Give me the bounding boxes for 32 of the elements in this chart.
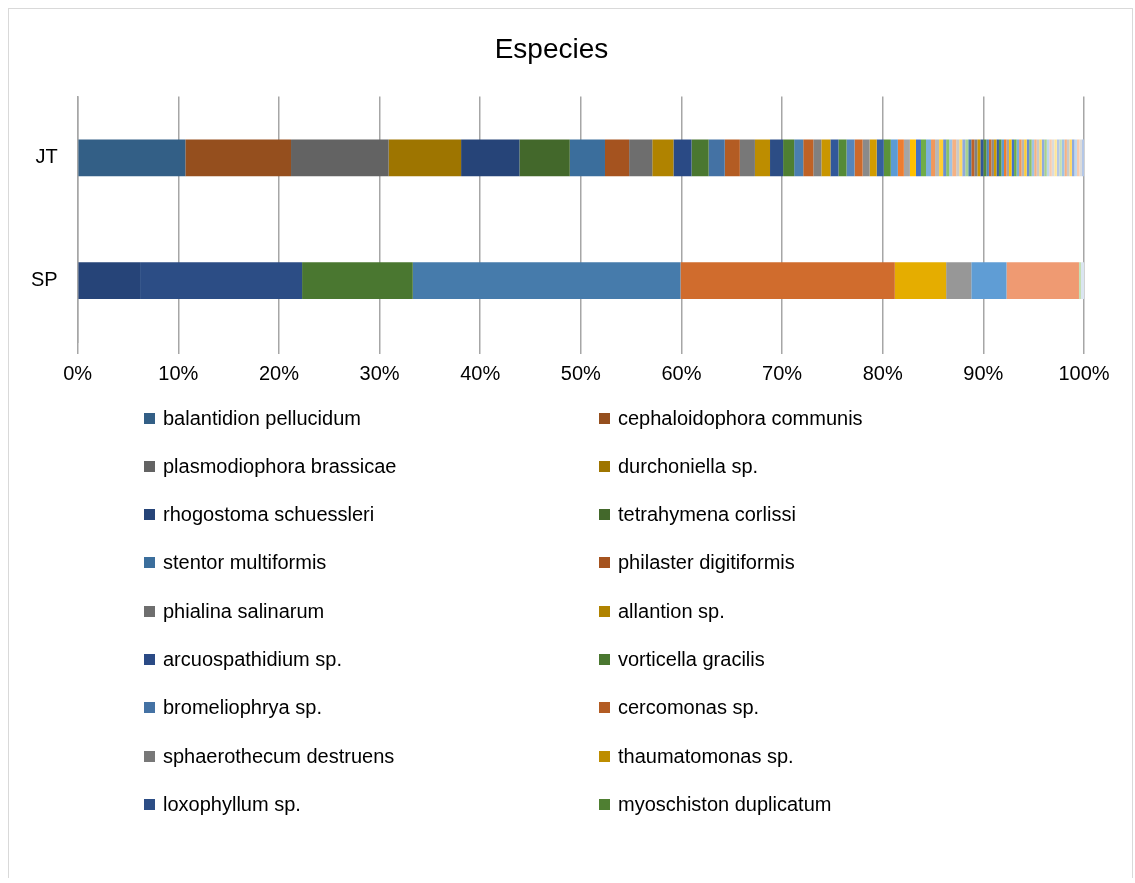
legend-label: stentor multiformis: [163, 551, 327, 575]
legend-label: sphaerothecum destruens: [163, 744, 395, 768]
x-tick-label: 10%: [158, 361, 199, 384]
x-tick-label: 100%: [1058, 361, 1110, 384]
legend-label: cephaloidophora communis: [618, 406, 863, 430]
x-tick-label: 90%: [963, 361, 1004, 384]
y-tick-label: JT: [35, 145, 58, 168]
chart-title: Especies: [494, 32, 609, 64]
legend-label: cercomonas sp.: [618, 696, 760, 720]
x-tick-label: 40%: [460, 361, 501, 384]
legend-label: durchoniella sp.: [618, 454, 759, 478]
legend-label: loxophyllum sp.: [163, 792, 301, 816]
x-tick-label: 60%: [661, 361, 702, 384]
legend-label: arcuospathidium sp.: [163, 647, 342, 671]
legend-label: myoschiston duplicatum: [618, 792, 832, 816]
x-tick-label: 30%: [359, 361, 400, 384]
legend-label: rhogostoma schuessleri: [163, 503, 375, 527]
x-tick-label: 20%: [258, 361, 300, 384]
legend-label: vorticella gracilis: [618, 647, 765, 671]
legend-label: philaster digitiformis: [618, 551, 795, 575]
y-tick-label: SP: [30, 268, 58, 291]
x-tick-label: 0%: [63, 361, 93, 384]
x-tick-label: 80%: [862, 361, 903, 384]
legend-label: plasmodiophora brassicae: [163, 454, 397, 478]
legend-label: balantidion pellucidum: [163, 406, 361, 430]
x-tick-label: 50%: [560, 361, 602, 384]
legend-label: phialina salinarum: [163, 599, 325, 623]
legend-label: tetrahymena corlissi: [618, 503, 796, 527]
x-tick-label: 70%: [762, 361, 803, 384]
legend-label: thaumatomonas sp.: [618, 744, 794, 768]
legend-label: allantion sp.: [618, 599, 725, 623]
legend-label: bromeliophrya sp.: [163, 696, 322, 720]
